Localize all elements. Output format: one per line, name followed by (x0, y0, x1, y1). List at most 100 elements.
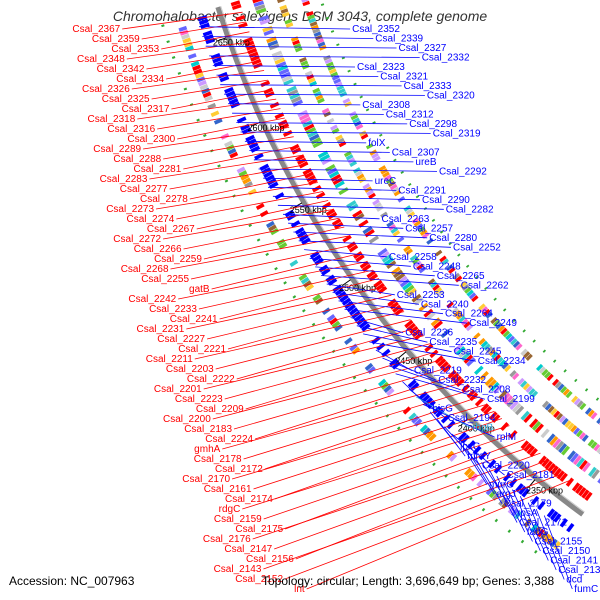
gene-block (485, 311, 493, 319)
gene-block (418, 302, 429, 312)
tick-label: 2450 kbp (395, 356, 432, 366)
gene-block (497, 325, 506, 333)
gene-block (298, 113, 310, 121)
gene-block (388, 223, 397, 231)
leader-line (263, 432, 518, 520)
gene-block (331, 127, 340, 135)
forward-gene (295, 154, 305, 162)
tick-mark (342, 279, 351, 286)
reverse-gene (259, 163, 270, 171)
right-gene-label: Csal_2291 (398, 185, 446, 196)
gene-block (510, 338, 518, 346)
gene-block (324, 58, 333, 65)
gene-block (277, 64, 288, 72)
forward-gene (279, 122, 290, 130)
gene-labels: Csal_2367Csal_2359Csal_2353Csal_2348Csal… (72, 24, 600, 595)
reverse-gene (426, 400, 436, 409)
marker-dash (321, 336, 326, 340)
gene-block (520, 348, 528, 356)
leader-line (216, 74, 379, 77)
gene-block (543, 371, 552, 379)
gene-block (483, 343, 491, 351)
leader-line (126, 41, 253, 60)
gene-block (183, 41, 193, 48)
gene-block (528, 388, 536, 396)
gene-block (411, 217, 420, 224)
right-gene-label: Csal_2282 (446, 204, 494, 215)
leader-line (236, 122, 408, 125)
gene-block (181, 33, 190, 40)
leader-line (369, 341, 476, 362)
forward-gene (500, 422, 509, 432)
leader-line (183, 145, 299, 170)
reverse-gene (320, 267, 331, 276)
gene-block (555, 440, 565, 451)
gene-block (512, 403, 522, 413)
leader-line (264, 396, 480, 470)
leader-line (240, 131, 431, 134)
forward-gene (387, 298, 397, 307)
reverse-gene (224, 86, 234, 94)
gene-block (471, 295, 479, 303)
gene-block (441, 258, 449, 266)
right-gene-label: Csal_2252 (453, 242, 501, 253)
leader-line (220, 84, 402, 87)
marker-dash (595, 397, 600, 401)
leader-line (436, 419, 466, 457)
gene-block (480, 340, 489, 348)
leader-line (481, 462, 516, 514)
gene-block (307, 77, 316, 84)
marker-dash (320, 3, 325, 6)
gene-block (552, 438, 562, 449)
gene-block (512, 340, 521, 349)
gene-block (578, 432, 586, 440)
gene-block (446, 301, 454, 309)
gene-block (476, 478, 485, 488)
tick-label: 2500 kbp (339, 283, 376, 293)
gene-block (531, 420, 542, 431)
gene-block (330, 71, 339, 78)
reverse-gene (376, 342, 386, 351)
left-gene-label: Csal_2241 (170, 314, 218, 325)
right-gene-label: folX (368, 138, 386, 149)
gene-block (484, 376, 495, 386)
gene-block (467, 470, 476, 479)
gene-block (192, 64, 201, 71)
gene-block (572, 455, 582, 466)
gene-block (418, 266, 427, 274)
gene-block (575, 429, 583, 438)
reverse-gene (440, 414, 450, 424)
forward-gene (366, 270, 376, 279)
gene-block (547, 405, 555, 414)
reverse-gene (245, 134, 255, 142)
leader-line (242, 425, 510, 510)
leader-line (166, 60, 261, 80)
gene-block (255, 202, 265, 211)
reverse-gene (339, 294, 349, 303)
gene-block (298, 273, 308, 281)
gene-block (549, 435, 559, 446)
marker-dash (552, 359, 557, 363)
gene-block (459, 281, 467, 289)
gene-block (485, 346, 494, 354)
gene-block (540, 531, 548, 540)
gene-block (202, 91, 212, 98)
reverse-gene (327, 277, 338, 286)
leader-line (171, 89, 273, 110)
gene-block (312, 293, 322, 302)
gene-block (479, 371, 489, 381)
label-leader-lines (122, 11, 573, 590)
gene-block (335, 134, 343, 141)
left-gene-label: Csal_2342 (97, 64, 145, 75)
gene-block (540, 428, 550, 439)
right-gene-label: Csal_2194 (448, 413, 496, 424)
leader-line (309, 257, 411, 267)
reverse-gene (487, 459, 497, 469)
reverse-gene (530, 495, 540, 506)
left-gene-label: Csal_2175 (235, 524, 283, 535)
gene-block (405, 208, 414, 215)
gene-block (478, 337, 486, 346)
gene-block (498, 497, 507, 507)
gene-block (304, 70, 313, 77)
gene-block (562, 388, 570, 396)
